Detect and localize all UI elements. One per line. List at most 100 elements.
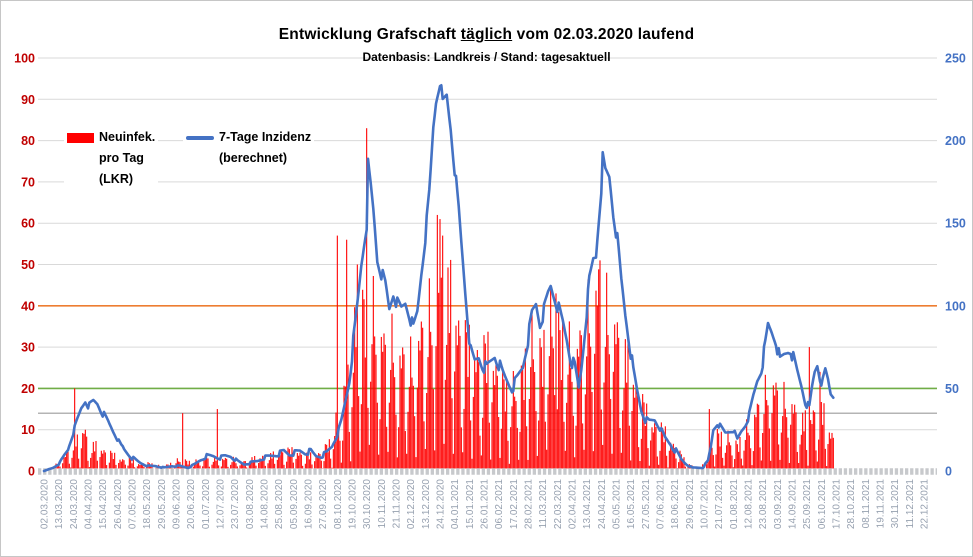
y-axis-label-right: 0 (945, 465, 952, 479)
bar (638, 447, 640, 469)
legend-label-neuinfektionen: Neuinfek. pro Tag (LKR) (99, 130, 156, 186)
x-tick-label: 17.02.2021 (509, 479, 520, 529)
bar (628, 425, 630, 469)
x-tick-label: 22.12.2021 (920, 479, 931, 529)
x-tick-label: 03.08.2020 (245, 479, 256, 529)
bar (344, 386, 346, 469)
bar (403, 354, 405, 469)
bar (734, 459, 736, 469)
chart-title-prefix: Entwicklung Grafschaft (278, 26, 461, 43)
y-axis-label-left: 10 (21, 423, 35, 437)
bar (218, 465, 220, 469)
bar (286, 461, 288, 469)
bar (358, 396, 360, 469)
bar (196, 462, 198, 469)
bar (611, 453, 613, 469)
bar (235, 463, 237, 469)
bar (579, 330, 581, 469)
bar (112, 459, 114, 469)
bar (592, 451, 594, 469)
bar (184, 459, 186, 469)
x-tick-label: 16.05.2021 (626, 479, 637, 529)
bar (712, 455, 714, 469)
bar (650, 440, 652, 469)
bar (76, 434, 78, 469)
bar (466, 332, 468, 469)
bar (418, 340, 420, 469)
bar (504, 411, 506, 469)
bar (735, 440, 737, 469)
bar (414, 416, 416, 469)
bar (380, 336, 382, 469)
bar (778, 444, 780, 469)
y-axis-label-left: 70 (21, 175, 35, 189)
x-tick-label: 04.04.2020 (84, 479, 95, 529)
bar (306, 452, 308, 469)
bar (410, 336, 412, 469)
bar (463, 408, 465, 469)
bar (267, 463, 269, 469)
bar (459, 335, 461, 469)
bar (492, 370, 494, 469)
bar (436, 214, 438, 469)
bar (451, 398, 453, 469)
bar (706, 464, 708, 469)
bar (356, 264, 358, 469)
bar (531, 311, 533, 469)
bar (439, 219, 441, 469)
bar (435, 346, 437, 469)
bar (407, 411, 409, 469)
bar (652, 432, 654, 469)
bar (287, 447, 289, 469)
x-tick-label: 03.09.2021 (773, 479, 784, 529)
bar (810, 420, 812, 469)
bar (530, 367, 532, 469)
bar (263, 456, 265, 469)
bar (798, 463, 800, 469)
bar (388, 402, 390, 469)
bar (744, 439, 746, 469)
bar (70, 467, 72, 469)
bar (727, 430, 729, 469)
bar (594, 353, 596, 469)
chart-title-suffix: vom 02.03.2020 laufend (512, 26, 695, 43)
bar (318, 453, 320, 469)
bar (222, 458, 224, 469)
bar (540, 347, 542, 469)
bar (239, 465, 241, 469)
bar (682, 461, 684, 469)
y-axis-label-left: 90 (21, 93, 35, 107)
bar (488, 422, 490, 469)
x-tick-label: 13.04.2021 (582, 479, 593, 529)
bar (599, 260, 601, 469)
bar (519, 431, 521, 469)
bar (758, 404, 760, 469)
bar (554, 395, 556, 469)
chart-title-underlined: täglich (460, 26, 513, 43)
bar (279, 455, 281, 469)
bar (478, 361, 480, 469)
bar (484, 343, 486, 469)
x-tick-label: 02.03.2020 (40, 479, 51, 529)
bar (830, 438, 832, 469)
bar (598, 269, 600, 469)
bar (515, 401, 517, 469)
bar (812, 410, 814, 469)
x-tick-label: 07.06.2021 (656, 479, 667, 529)
bar (580, 335, 582, 469)
bar (255, 465, 257, 469)
bar (423, 421, 425, 469)
bar (671, 447, 673, 469)
bar (616, 322, 618, 469)
bar (663, 442, 665, 469)
x-tick-label: 27.05.2021 (641, 479, 652, 529)
bar (814, 412, 816, 469)
bar (824, 448, 826, 469)
bar (63, 457, 65, 469)
x-tick-label: 27.09.2020 (318, 479, 329, 529)
bar (635, 385, 637, 469)
bar (506, 379, 508, 469)
bar (603, 382, 605, 469)
bar (527, 459, 529, 469)
bar (176, 458, 178, 469)
